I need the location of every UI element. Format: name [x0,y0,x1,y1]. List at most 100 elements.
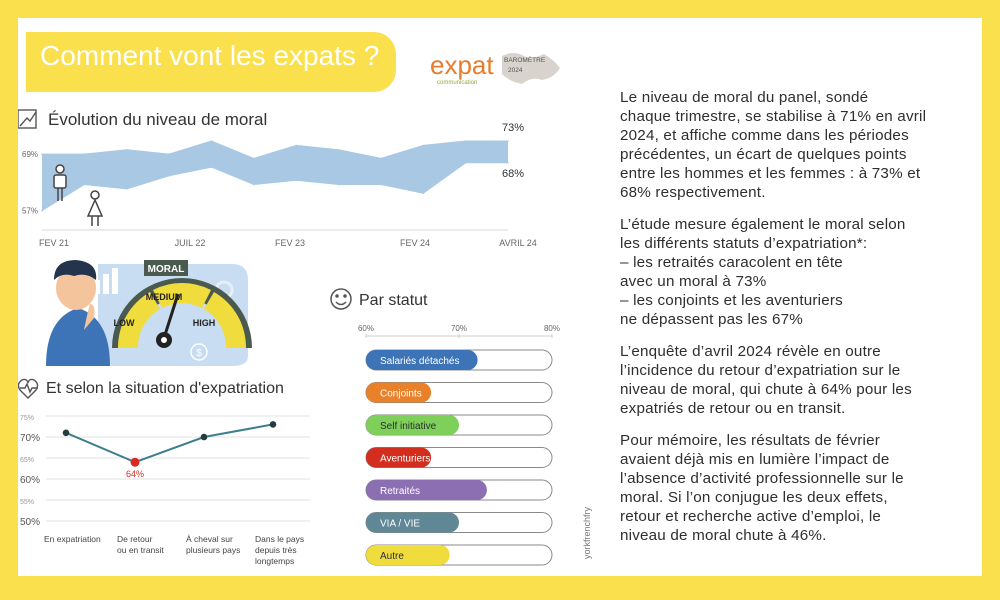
moral-point [507,140,509,142]
moral-gap-band [42,141,508,211]
situation-category-label: En expatriation [44,534,101,544]
svg-text:$: $ [196,348,202,359]
moral-point [125,188,128,190]
situation-highlight-label: 64% [126,469,144,479]
situation-y-tick: 50% [20,517,40,528]
title-banner [26,32,396,92]
moral-end-label: 73% [502,122,524,134]
moral-point [210,166,213,168]
statut-bar-label: Salariés détachés [380,356,460,367]
moral-point [83,153,86,155]
statut-bar [366,447,432,468]
moral-point [295,179,297,181]
body-line: L’étude mesure également le moral selon [620,216,906,233]
moral-point [125,148,128,151]
gauge-medium-label: MEDIUM [146,292,183,302]
gauge-moral-label: MORAL [148,264,185,275]
moral-y-tick: 57% [22,207,38,216]
body-line: – les conjoints et les aventuriers [620,292,843,309]
body-line: l’absence d’activité professionnelle sur… [620,470,904,487]
woman-icon [86,190,104,226]
moral-point [168,175,170,177]
statut-bar [366,512,459,533]
situation-category-label: Dans le pays depuis très longtemps [255,534,304,566]
situation-category-label: À cheval sur plusieurs pays [186,534,240,555]
moral-point [168,153,170,155]
moral-point [253,157,255,160]
logo-subtext: communication [437,80,477,86]
situation-line-chart: 75% 70% 65% 60% 55% 50% 64% En expatriation De r… [20,415,310,566]
body-line: l’incidence du retour d’expatriation sur… [620,362,901,379]
moral-section-title: Évolution du niveau de moral [48,110,267,129]
moral-x-tick: AVRIL 24 [499,238,537,248]
situation-y-tick: 60% [20,475,40,486]
body-paragraph: L’enquête d’avril 2024 révèle en outre l’… [620,342,970,418]
gauge-needle [162,293,180,339]
barometre-label: BAROMÈTRE [504,55,546,64]
heart-pulse-icon [18,378,39,399]
body-paragraph: Pour mémoire, les résultats de février av… [620,431,970,545]
body-paragraph: L’étude mesure également le moral selon l… [620,215,970,329]
statut-section-header: Par statut [330,288,428,310]
statut-bar-label: Self initiative [380,421,437,432]
situation-section-header: Et selon la situation d'expatriation [18,378,284,399]
body-paragraph: Le niveau de moral du panel, sondé chaque… [620,88,970,202]
body-line: – les retraités caracolent en tête [620,254,843,271]
moral-gauge-illustration: MORAL MEDIUM LOW HIGH $ [46,260,252,366]
statut-tick: 80% [544,324,560,333]
moral-point [380,157,382,160]
situation-line [65,423,274,464]
statut-tick: 70% [451,324,467,333]
barometre-badge: BAROMÈTRE 2024 [502,53,560,84]
situation-y-tick: 70% [20,433,40,444]
statut-bar-chart: 60% 70% 80% Salariés détachés Conjoints Self … [358,324,560,566]
moral-point [337,183,340,186]
body-text: Le niveau de moral du panel, sondé chaque… [620,88,970,558]
body-line: niveau de moral chute à 46%. [620,527,827,544]
body-line: L’enquête d’avril 2024 révèle en outre [620,343,881,360]
statut-bar [366,480,487,500]
coin-icon [190,343,208,361]
statut-bar-label: Aventuriers [380,454,430,465]
body-line: retour et recherche active d’emploi, le [620,508,882,525]
situation-y-tick: 75% [20,415,34,422]
moral-point [464,140,467,142]
gauge-medium-segment [153,283,211,308]
gauge-high-segment [204,292,247,348]
smiley-icon [330,288,352,310]
moral-point [83,183,86,186]
situation-y-tick: 65% [20,457,34,464]
body-line: avec un moral à 73% [620,273,767,290]
statut-bar-label: Conjoints [380,389,422,400]
statut-section-title: Par statut [359,292,428,309]
gauge-high-label: HIGH [193,318,216,328]
moral-point [337,148,340,151]
infographic-card: Comment vont les expats ? expat communic… [18,18,982,576]
moral-y-tick: 69% [22,150,38,159]
statut-bar [366,415,459,435]
man-icon [53,164,67,201]
body-line: précédentes, un écart de quelques points [620,146,907,163]
expat-logo: expat communication [430,50,494,86]
page-title: Comment vont les expats ? [40,40,380,71]
moral-point [210,140,213,142]
world-map-icon [502,53,560,84]
body-line: Pour mémoire, les résultats de février [620,432,880,449]
moral-x-tick: FEV 24 [400,238,430,248]
moral-point [41,209,43,212]
situation-point [62,429,70,437]
statut-bar-label: Retraités [380,486,420,497]
situation-y-tick: 55% [20,499,34,506]
moral-point [41,153,43,155]
body-line: 68% respectivement. [620,184,766,201]
body-line: 2024, et affiche comme dans les périodes [620,127,909,144]
moral-point [295,144,297,147]
body-line: avaient déjà mis en lumière l’impact de [620,451,890,468]
thinking-person-illustration [46,260,110,366]
moral-section-header: Évolution du niveau de moral [18,109,267,129]
moral-evolution-chart: 69% 57% FEV 21 JUIL 22 FEV 23 FEV 24 AVRIL 24 7… [22,122,537,248]
situation-category-label: De retour ou en transit [117,534,164,555]
body-line: niveau de moral, qui chute à 64% pour le… [620,381,912,398]
moral-point [507,161,509,164]
body-line: ne dépassent pas les 67% [620,311,803,328]
